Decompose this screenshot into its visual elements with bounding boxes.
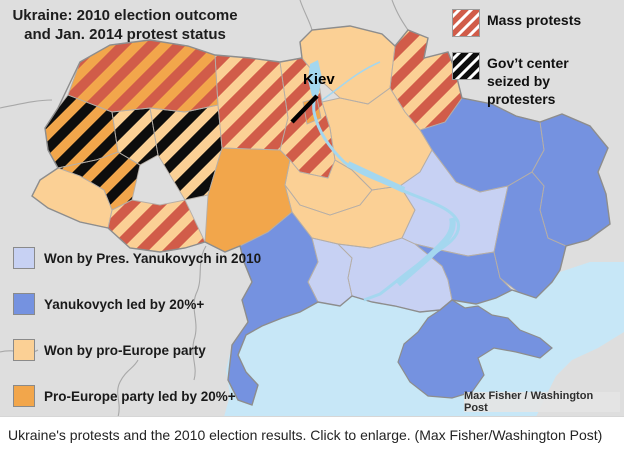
legend-item-won-pro-europe: Won by pro-Europe party <box>13 339 261 361</box>
legend-item-govt-seized: Gov’t center seized by protesters <box>452 52 622 108</box>
election-legend: Won by Pres. Yanukovych in 2010 Yanukovy… <box>13 247 261 416</box>
color-swatch <box>13 339 35 361</box>
color-swatch <box>13 247 35 269</box>
attribution-badge: Max Fisher / Washington Post <box>464 390 620 414</box>
color-swatch <box>13 385 35 407</box>
figure-caption: Ukraine's protests and the 2010 election… <box>8 427 603 443</box>
legend-label: Pro-Europe party led by 20%+ <box>44 388 236 404</box>
legend-label: Won by pro-Europe party <box>44 342 206 358</box>
govt-seized-stripes-icon <box>452 52 480 80</box>
kiev-reservoir <box>308 60 322 96</box>
map-title-line2: and Jan. 2014 protest status <box>24 26 226 43</box>
kiev-pointer-icon <box>290 94 319 124</box>
kiev-city-label: Kiev <box>303 71 335 88</box>
map-title: Ukraine: 2010 election outcome and Jan. … <box>4 6 246 44</box>
legend-item-mass-protests: Mass protests <box>452 9 622 37</box>
ukraine-map <box>0 0 624 416</box>
mass-protests-stripes-icon <box>452 9 480 37</box>
legend-item-yanukovych-20: Yanukovych led by 20%+ <box>13 293 261 315</box>
legend-label: Yanukovych led by 20%+ <box>44 296 205 312</box>
dnieper-river <box>312 61 461 302</box>
legend-label: Won by Pres. Yanukovych in 2010 <box>44 250 262 266</box>
protest-legend: Mass protests Gov’t center seized by pro… <box>452 9 622 123</box>
color-swatch <box>13 293 35 315</box>
legend-label: Gov’t center seized by protesters <box>487 55 569 107</box>
small-lakes <box>541 306 562 338</box>
ukraine-protest-map-figure[interactable]: Ukraine: 2010 election outcome and Jan. … <box>0 0 624 417</box>
legend-item-won-yanukovych: Won by Pres. Yanukovych in 2010 <box>13 247 261 269</box>
map-title-line1: Ukraine: 2010 election outcome <box>12 7 238 24</box>
legend-label: Mass protests <box>487 12 582 28</box>
legend-item-pro-europe-20: Pro-Europe party led by 20%+ <box>13 385 261 407</box>
